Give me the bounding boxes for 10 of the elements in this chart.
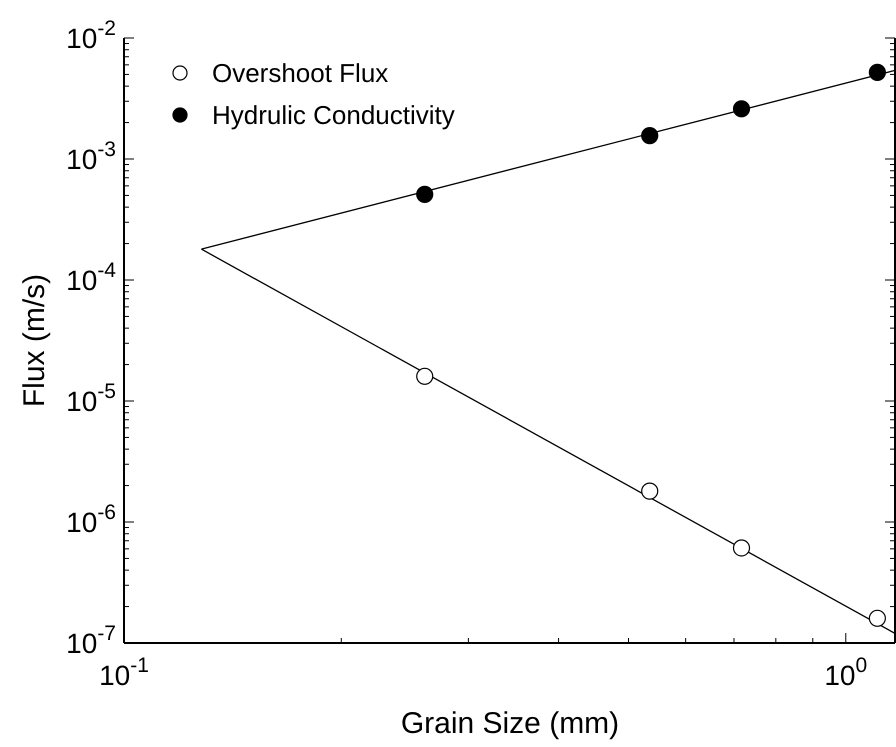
y-tick-label: 10$^{-4}$: [66, 259, 116, 296]
legend-label: Overshoot Flux: [212, 57, 388, 90]
x-axis-title: Grain Size (mm): [400, 707, 620, 740]
legend-label: Hydrulic Conductivity: [212, 99, 455, 132]
y-tick-label: 10$^{-3}$: [66, 138, 116, 175]
y-tick-label: 10$^{-6}$: [66, 501, 116, 538]
x-tick-label: 10$^{0}$: [824, 654, 868, 691]
y-axis-title: Flux (m/s): [18, 274, 51, 408]
y-tick-label: 10$^{-5}$: [66, 380, 116, 417]
y-tick-label: 10$^{-2}$: [66, 17, 116, 54]
